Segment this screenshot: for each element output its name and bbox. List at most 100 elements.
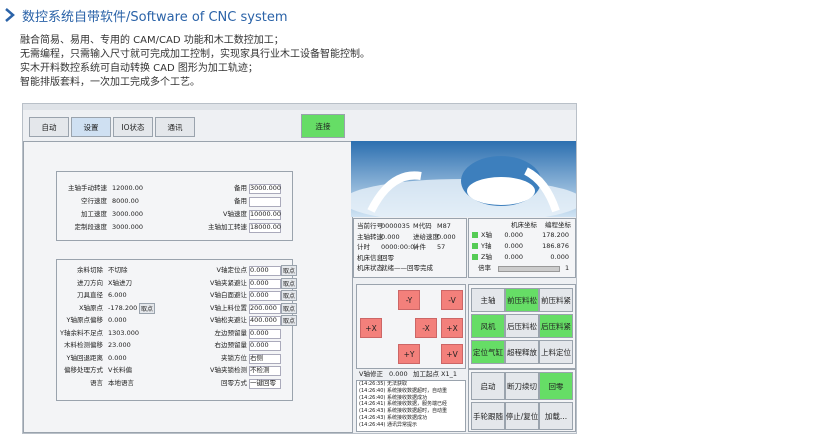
intro-line: 智能排版套料，一次加工完成多个工艺。 (20, 77, 200, 88)
field-value[interactable]: 0.000 (250, 266, 269, 274)
jog-button[interactable]: +X (360, 318, 382, 338)
tab[interactable]: IO状态 (113, 117, 153, 137)
jog-button[interactable]: +Y (398, 344, 420, 364)
connect-button[interactable]: 连接 (301, 114, 345, 138)
axis-indicator (472, 243, 478, 249)
status-value: 就绪——回零完成 (381, 264, 433, 272)
function-button[interactable]: 前压料紧 (539, 288, 573, 312)
status-label: M代码 (413, 222, 432, 230)
field-box (249, 366, 281, 376)
control-button[interactable]: 启动 (471, 372, 505, 400)
field-value[interactable]: 400.000 (250, 316, 277, 324)
control-button[interactable]: 断刀续切 (505, 372, 539, 400)
machine-coord: 0.000 (504, 253, 523, 261)
field-value[interactable]: 本地语言 (108, 378, 134, 387)
field-value[interactable]: 0.000 (108, 316, 127, 324)
field-value[interactable]: 200.000 (250, 303, 277, 312)
field-label: 空行速度 (81, 197, 107, 205)
status-value: M87 (437, 222, 451, 230)
axis-label: Z轴 (481, 253, 492, 261)
field-value[interactable]: V长料偏 (108, 366, 132, 374)
control-button[interactable]: 手轮跟随 (471, 402, 505, 430)
title-bar (23, 104, 576, 110)
axis-indicator (472, 254, 478, 260)
jog-button[interactable]: -V (441, 290, 463, 310)
control-button[interactable]: 加载... (539, 402, 573, 430)
field-value[interactable]: 不检测 (250, 366, 270, 374)
field-box (249, 197, 281, 207)
function-button[interactable]: 超程释放 (505, 340, 539, 364)
function-button[interactable]: 主轴 (471, 288, 505, 312)
pick-button[interactable]: 取点 (281, 290, 297, 301)
field-value[interactable]: 0.000 (250, 328, 269, 337)
field-label: 余料切除 (77, 266, 103, 274)
field-value[interactable]: 8000.00 (112, 197, 139, 205)
control-button[interactable]: 停止/复位 (505, 402, 539, 430)
field-value[interactable]: 12000.00 (112, 184, 144, 192)
pick-button[interactable]: 取点 (281, 315, 297, 326)
start-value: X1_1 (441, 370, 457, 378)
tab[interactable]: 自动 (29, 117, 69, 137)
field-label: 刀具直径 (77, 291, 103, 299)
field-value[interactable]: 0.000 (250, 278, 269, 287)
function-button[interactable]: 后压料松 (505, 314, 539, 338)
pick-button[interactable]: 取点 (281, 277, 297, 289)
field-label: V轴上料位置 (210, 303, 247, 312)
pick-button[interactable]: 取点 (139, 302, 155, 314)
field-box (249, 291, 281, 301)
jog-button[interactable]: -X (415, 318, 437, 338)
tab[interactable]: 设置 (71, 117, 111, 137)
intro-line: 融合简易、易用、专用的 CAM/CAD 功能和木工数控加工； (20, 35, 284, 46)
jog-button[interactable]: -Y (398, 290, 420, 310)
field-box (249, 184, 281, 194)
jog-button[interactable]: +X (441, 318, 463, 338)
field-label: 备用 (234, 197, 247, 205)
field-value[interactable]: -178.200 (108, 303, 138, 312)
tab[interactable]: 通讯 (155, 117, 195, 137)
log-line: (14:26:43) 系统接收数据超时，自动重 (359, 408, 447, 415)
field-value[interactable]: 0.000 (108, 353, 127, 362)
field-value[interactable]: 一键回零 (250, 378, 276, 387)
rate-value: 1 (565, 264, 570, 272)
pick-button[interactable]: 取点 (281, 302, 297, 314)
axis-label: X轴 (481, 231, 492, 239)
field-box (249, 303, 281, 314)
field-value[interactable]: 不切除 (108, 266, 128, 274)
machine-coord: 0.000 (504, 231, 523, 239)
field-label: V轴夹锁检测 (210, 366, 247, 374)
field-value[interactable]: 0.000 (250, 341, 269, 349)
field-value[interactable]: 10000.00 (250, 210, 282, 218)
field-value[interactable]: 6.000 (108, 291, 127, 299)
function-button[interactable]: 前压料松 (505, 288, 539, 312)
vfix-value: 0.000 (389, 370, 408, 378)
chevron-icon (5, 8, 15, 22)
machine-coord: 0.000 (504, 242, 523, 250)
field-label: 主轴加工转速 (208, 223, 247, 231)
log-line: (14:26:40) 系统接收数据超时，自动重 (359, 387, 447, 394)
field-value[interactable]: X轴进刀 (108, 278, 132, 287)
pick-button[interactable]: 取点 (281, 265, 297, 276)
function-button[interactable]: 上料定位 (539, 340, 573, 364)
field-value[interactable]: 3000.000 (250, 184, 282, 192)
function-button[interactable]: 后压料紧 (539, 314, 573, 338)
field-box (249, 378, 281, 389)
field-value[interactable]: 18000.00 (250, 223, 282, 231)
field-value[interactable]: 1303.000 (108, 328, 140, 337)
field-value[interactable]: 右侧 (250, 353, 263, 362)
field-value[interactable]: 23.000 (108, 341, 131, 349)
field-label: V轴定位点 (216, 266, 247, 274)
coord-header: 机床坐标 (511, 221, 537, 229)
banner (351, 141, 576, 217)
function-button[interactable]: 定位气缸 (471, 340, 505, 364)
function-button[interactable]: 风机 (471, 314, 505, 338)
field-value[interactable]: 0.000 (250, 291, 269, 299)
field-value[interactable]: 3000.000 (112, 210, 144, 218)
status-label: 主轴转速 (357, 232, 383, 241)
rate-slider[interactable] (498, 266, 560, 272)
jog-button[interactable]: +V (441, 344, 463, 364)
control-button[interactable]: 回零 (539, 372, 573, 400)
field-label: V轴白面避让 (210, 291, 247, 299)
status-value: 57 (437, 243, 446, 251)
field-value[interactable]: 3000.000 (112, 223, 144, 231)
